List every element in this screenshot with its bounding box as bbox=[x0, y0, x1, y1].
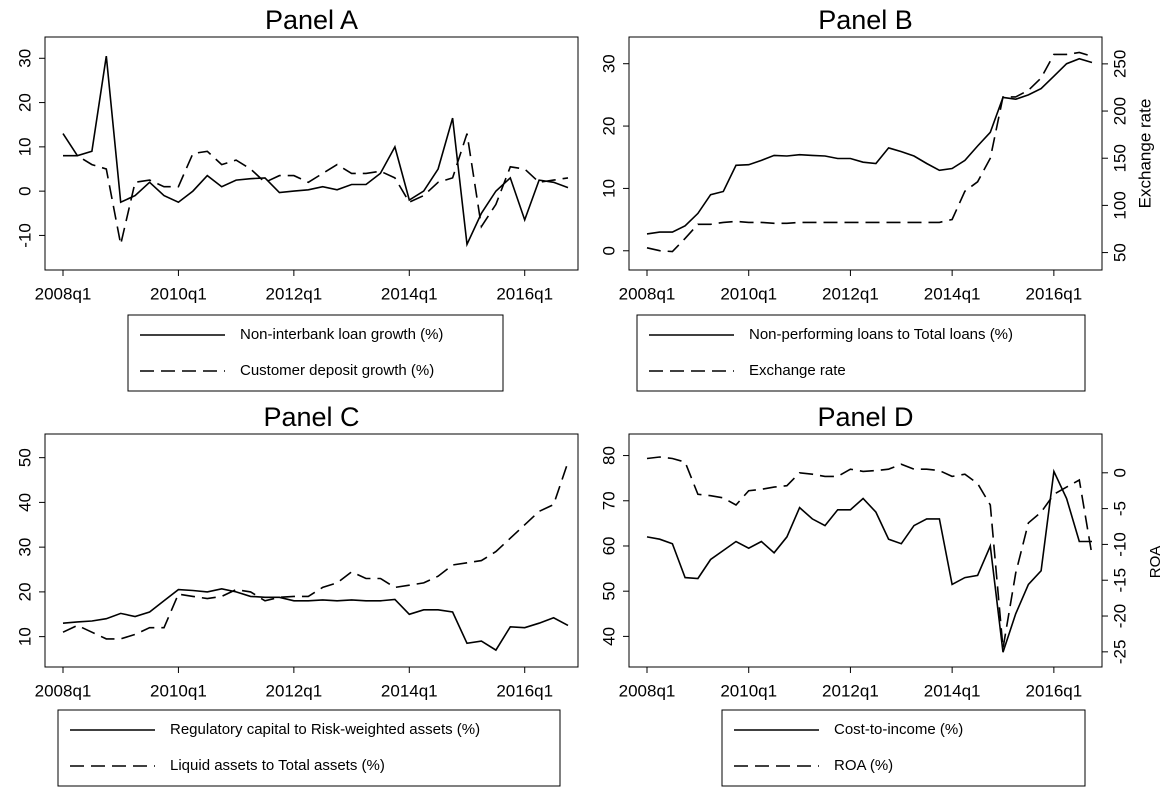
y2-tick-label: 50 bbox=[1110, 243, 1129, 262]
x-tick-label: 2008q1 bbox=[35, 284, 92, 303]
y-tick-label: 50 bbox=[599, 582, 618, 601]
x-tick-label: 2010q1 bbox=[720, 284, 777, 303]
y-tick-label: 60 bbox=[599, 537, 618, 556]
series-line bbox=[63, 133, 569, 245]
y-tick-label: 10 bbox=[599, 179, 618, 198]
x-tick-label: 2014q1 bbox=[381, 681, 438, 700]
x-tick-label: 2012q1 bbox=[822, 284, 879, 303]
panel-title: Panel B bbox=[818, 5, 913, 35]
y2-tick-label: -15 bbox=[1110, 568, 1129, 593]
legend-label: Non-interbank loan growth (%) bbox=[240, 326, 443, 343]
y-tick-label: 10 bbox=[15, 137, 34, 156]
series-line bbox=[62, 55, 569, 248]
y-tick-label: 30 bbox=[599, 54, 618, 73]
y2-tick-label: -25 bbox=[1110, 640, 1129, 665]
y-tick-label: 20 bbox=[15, 93, 34, 112]
x-tick-label: 2012q1 bbox=[822, 681, 879, 700]
panel-title: Panel D bbox=[817, 402, 913, 432]
x-tick-label: 2008q1 bbox=[619, 284, 676, 303]
legend-label: Liquid assets to Total assets (%) bbox=[170, 757, 385, 774]
panel-title: Panel C bbox=[263, 402, 359, 432]
x-tick-label: 2010q1 bbox=[150, 681, 207, 700]
plot-frame bbox=[44, 433, 579, 668]
x-tick-label: 2016q1 bbox=[1025, 681, 1082, 700]
y2-axis-label: ROA bbox=[1147, 546, 1164, 579]
x-tick-label: 2010q1 bbox=[150, 284, 207, 303]
series-line bbox=[646, 57, 1093, 235]
plot-frame bbox=[628, 36, 1103, 271]
x-tick-label: 2014q1 bbox=[924, 681, 981, 700]
y2-tick-label: -5 bbox=[1110, 501, 1129, 516]
legend-box bbox=[636, 314, 1086, 392]
y-tick-label: 0 bbox=[599, 246, 618, 255]
y-tick-label: 80 bbox=[599, 446, 618, 465]
y2-tick-label: 100 bbox=[1110, 191, 1129, 219]
y-tick-label: 70 bbox=[599, 491, 618, 510]
y2-tick-label: 200 bbox=[1110, 97, 1129, 125]
series-line bbox=[62, 587, 569, 652]
panel: Panel C 10 20 30 40 50 2008q1 2010q1 2012q1 2014q… bbox=[15, 402, 579, 787]
plot-frame bbox=[628, 433, 1103, 668]
panel-title: Panel A bbox=[265, 5, 358, 35]
legend-label: ROA (%) bbox=[834, 757, 893, 774]
y-tick-label: 50 bbox=[15, 448, 34, 467]
y-tick-label: 20 bbox=[15, 582, 34, 601]
legend-label: Cost-to-income (%) bbox=[834, 721, 963, 738]
x-tick-label: 2016q1 bbox=[496, 284, 553, 303]
y2-tick-label: -20 bbox=[1110, 604, 1129, 629]
x-tick-label: 2014q1 bbox=[381, 284, 438, 303]
series-line bbox=[62, 461, 569, 640]
panel: Panel B 0 10 20 30 50 100 150 200 250 Exchange rat… bbox=[599, 5, 1154, 392]
panel: Panel A -10 0 10 20 30 2008q1 2010q1 2012q1 2014q… bbox=[15, 5, 579, 392]
series-line bbox=[646, 468, 1092, 653]
legend-box bbox=[721, 709, 1086, 787]
y2-tick-label: -10 bbox=[1110, 532, 1129, 557]
x-tick-label: 2016q1 bbox=[496, 681, 553, 700]
legend-label: Regulatory capital to Risk-weighted asse… bbox=[170, 721, 480, 738]
panel: Panel D 40 50 60 70 80 -25 -20 -15 -10 -5 0 ROA 2008q… bbox=[599, 402, 1164, 787]
x-tick-label: 2008q1 bbox=[35, 681, 92, 700]
x-tick-label: 2014q1 bbox=[924, 284, 981, 303]
legend-box bbox=[127, 314, 504, 392]
y-tick-label: 10 bbox=[15, 627, 34, 646]
y-tick-label: 30 bbox=[15, 538, 34, 557]
x-tick-label: 2010q1 bbox=[720, 681, 777, 700]
legend-label: Exchange rate bbox=[749, 362, 846, 379]
x-tick-label: 2008q1 bbox=[619, 681, 676, 700]
legend-box bbox=[57, 709, 561, 787]
y-tick-label: -10 bbox=[15, 223, 34, 248]
legend-label: Non-performing loans to Total loans (%) bbox=[749, 326, 1013, 343]
y2-tick-label: 0 bbox=[1110, 468, 1129, 477]
series-line bbox=[646, 456, 1093, 649]
y-tick-label: 20 bbox=[599, 117, 618, 136]
plot-frame bbox=[44, 36, 579, 271]
y-tick-label: 0 bbox=[15, 186, 34, 195]
x-tick-label: 2012q1 bbox=[265, 284, 322, 303]
series-line bbox=[646, 51, 1093, 253]
y2-axis-label: Exchange rate bbox=[1135, 99, 1154, 209]
y2-tick-label: 250 bbox=[1110, 50, 1129, 78]
y-tick-label: 30 bbox=[15, 49, 34, 68]
y-tick-label: 40 bbox=[599, 627, 618, 646]
y-tick-label: 40 bbox=[15, 493, 34, 512]
x-tick-label: 2012q1 bbox=[265, 681, 322, 700]
legend-label: Customer deposit growth (%) bbox=[240, 362, 434, 379]
y2-tick-label: 150 bbox=[1110, 144, 1129, 172]
x-tick-label: 2016q1 bbox=[1025, 284, 1082, 303]
